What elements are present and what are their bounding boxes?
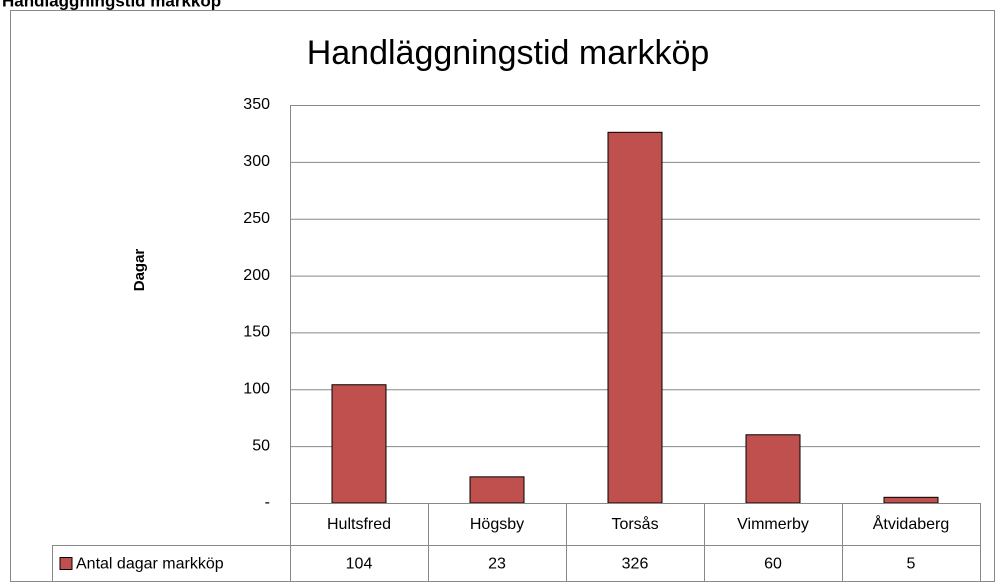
table-value: 23: [488, 556, 506, 573]
chart-title: Handläggningstid markköp: [307, 34, 710, 72]
x-tick-label: Torsås: [611, 515, 658, 533]
y-tick-label: 150: [243, 324, 270, 341]
y-tick-label: -: [265, 494, 270, 511]
bar: [883, 496, 939, 504]
page-heading: Handläggningstid markköp: [2, 0, 221, 10]
y-tick-label: 200: [243, 267, 270, 284]
x-tick-label: Åtvidaberg: [873, 514, 950, 533]
table-value: 104: [346, 556, 373, 573]
legend-label: Antal dagar markköp: [76, 556, 224, 573]
x-tick-label: Hultsfred: [327, 516, 391, 533]
y-tick-label: 50: [252, 437, 270, 454]
x-tick-label: Högsby: [470, 516, 524, 533]
bar: [331, 384, 387, 504]
bar: [745, 434, 801, 504]
y-axis-label: Dagar: [131, 249, 148, 292]
table-value: 326: [622, 556, 649, 573]
legend-swatch: [59, 557, 73, 570]
x-tick-label: Vimmerby: [737, 516, 809, 533]
y-tick-label: 350: [243, 96, 270, 113]
bar: [607, 131, 663, 504]
y-tick-label: 250: [243, 210, 270, 227]
bar: [469, 476, 525, 504]
table-value: 5: [907, 556, 916, 573]
y-tick-label: 300: [243, 153, 270, 170]
y-tick-label: 100: [243, 381, 270, 398]
table-value: 60: [764, 556, 782, 573]
